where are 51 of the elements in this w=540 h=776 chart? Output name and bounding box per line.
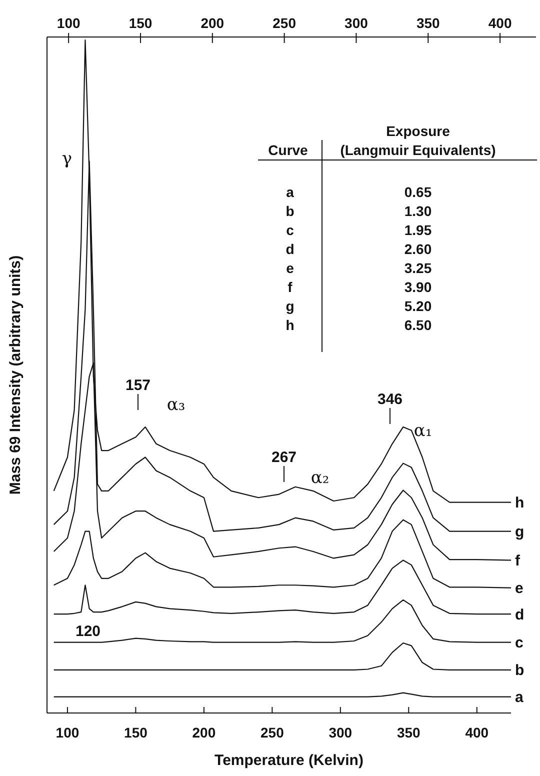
annotation: Curve: [268, 142, 308, 158]
series-label: f: [515, 552, 521, 570]
annotation: 120: [75, 623, 101, 640]
x2-tick-label: 250: [272, 15, 296, 31]
y-axis-title: Mass 69 Intensity (arbitrary units): [7, 255, 24, 495]
series-label: e: [515, 580, 524, 598]
x-tick-label: 100: [56, 724, 80, 740]
series-label: d: [515, 606, 524, 624]
x2-tick-label: 200: [200, 15, 224, 31]
x-axis-title: Temperature (Kelvin): [214, 752, 364, 769]
text: g: [286, 298, 294, 314]
annotation: 6.50: [404, 317, 432, 333]
annotation: α₂: [310, 468, 330, 488]
text: a: [286, 184, 294, 200]
x2-tick-label: 150: [128, 15, 152, 31]
x-tick-label: 250: [260, 724, 284, 740]
annotation: α₁: [414, 421, 432, 441]
annotation: 2.60: [404, 241, 432, 257]
x-tick-label: 400: [465, 724, 489, 740]
x-tick-label: 300: [328, 724, 352, 740]
annotation: α₃: [166, 395, 186, 415]
x-tick-label: 200: [192, 724, 216, 740]
series-label: b: [515, 662, 524, 680]
x-tick-label: 150: [124, 724, 148, 740]
annotation: Exposure: [386, 123, 450, 139]
annotation: 1.95: [404, 222, 432, 238]
series-label: a: [515, 689, 524, 706]
text: f: [288, 279, 292, 295]
series-label: h: [515, 494, 524, 512]
x2-tick-label: 300: [344, 15, 368, 31]
annotation: (Langmuir Equivalents): [340, 142, 496, 158]
text: d: [286, 241, 294, 257]
annotation: 3.25: [404, 260, 432, 276]
annotation: γ: [62, 149, 72, 169]
annotation: 1.30: [404, 203, 432, 219]
text: c: [286, 222, 294, 238]
annotation: 346: [377, 391, 403, 408]
annotation: 157: [125, 377, 151, 394]
series-label: c: [515, 634, 524, 652]
x2-tick-label: 350: [416, 15, 440, 31]
annotation: 5.20: [404, 298, 432, 314]
x2-tick-label: 100: [56, 15, 80, 31]
text: b: [286, 203, 294, 219]
annotation: 267: [271, 449, 297, 466]
annotation: 0.65: [404, 184, 432, 200]
text: h: [286, 317, 294, 333]
annotation: 3.90: [404, 279, 432, 295]
series-label: g: [515, 524, 524, 541]
x-tick-label: 350: [396, 724, 421, 740]
x2-tick-label: 400: [488, 15, 512, 31]
text: e: [286, 260, 294, 276]
